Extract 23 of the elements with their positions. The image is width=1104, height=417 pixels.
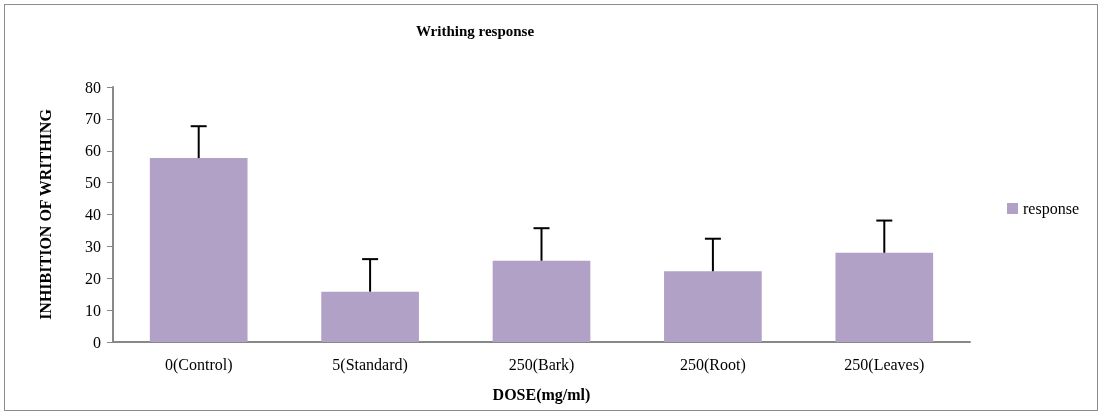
x-axis-title: DOSE(mg/ml) [492,385,591,404]
y-tick-label: 70 [85,110,101,128]
x-tick-label: 0(Control) [164,355,233,374]
y-tick-label: 0 [93,333,101,351]
y-tick-label: 40 [85,206,101,223]
y-tick-label: 60 [85,142,101,160]
legend-label: response [1023,200,1079,218]
bar [321,291,419,342]
y-tick-label: 10 [85,301,101,319]
bar [492,260,591,342]
bar [664,271,762,342]
chart-title: Writhing response [415,22,535,39]
bar [149,158,248,342]
y-tick-label: 50 [85,174,101,192]
y-tick-label: 80 [85,78,101,96]
y-tick-label: 20 [85,269,101,287]
x-tick-label: 5(Standard) [332,355,408,374]
x-tick-label: 250(Leaves) [844,355,925,374]
x-tick-label: 250(Root) [680,355,746,374]
y-tick-label: 30 [85,237,101,255]
y-axis-title: INHIBITION OF WRITHING [36,108,54,320]
bar [835,252,934,342]
x-tick-label: 250(Bark) [508,355,575,374]
